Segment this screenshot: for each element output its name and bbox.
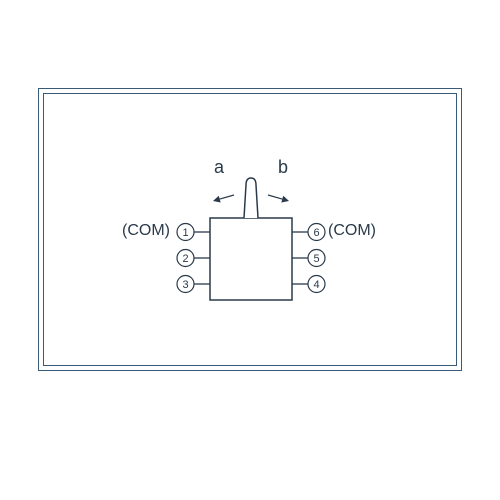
svg-text:2: 2 — [182, 253, 188, 265]
svg-text:1: 1 — [182, 227, 188, 239]
diagram-svg: 1 2 3 6 5 4 — [0, 0, 500, 500]
svg-text:6: 6 — [313, 227, 319, 239]
pin-label-1: (COM) — [122, 222, 170, 240]
direction-label-b: b — [278, 157, 288, 178]
pin-label-6: (COM) — [328, 222, 376, 240]
svg-text:4: 4 — [313, 279, 319, 291]
switch-pinout-diagram: 1 2 3 6 5 4 a b (COM) (COM) — [0, 0, 500, 500]
svg-text:3: 3 — [182, 279, 188, 291]
direction-label-a: a — [214, 157, 224, 178]
svg-text:5: 5 — [313, 253, 319, 265]
